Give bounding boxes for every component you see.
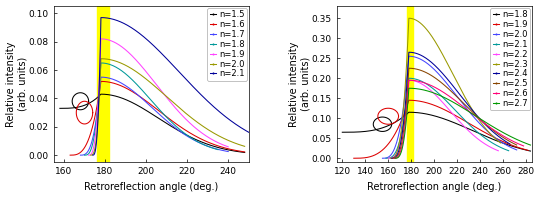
Y-axis label: Relative intensity
(arb. units): Relative intensity (arb. units) xyxy=(288,42,310,127)
X-axis label: Retroreflection angle (deg.): Retroreflection angle (deg.) xyxy=(84,182,219,192)
Y-axis label: Relative intensity
(arb. units): Relative intensity (arb. units) xyxy=(6,42,27,127)
Bar xyxy=(97,6,109,162)
Legend: n=1.5, n=1.6, n=1.7, n=1.8, n=1.9, n=2.0, n=2.1: n=1.5, n=1.6, n=1.7, n=1.8, n=1.9, n=2.0… xyxy=(207,8,247,81)
Legend: n=1.8, n=1.9, n=2.0, n=2.1, n=2.2, n=2.3, n=2.4, n=2.5, n=2.6, n=2.7: n=1.8, n=1.9, n=2.0, n=2.1, n=2.2, n=2.3… xyxy=(490,8,530,110)
Bar xyxy=(407,6,413,162)
X-axis label: Retroreflection angle (deg.): Retroreflection angle (deg.) xyxy=(367,182,501,192)
